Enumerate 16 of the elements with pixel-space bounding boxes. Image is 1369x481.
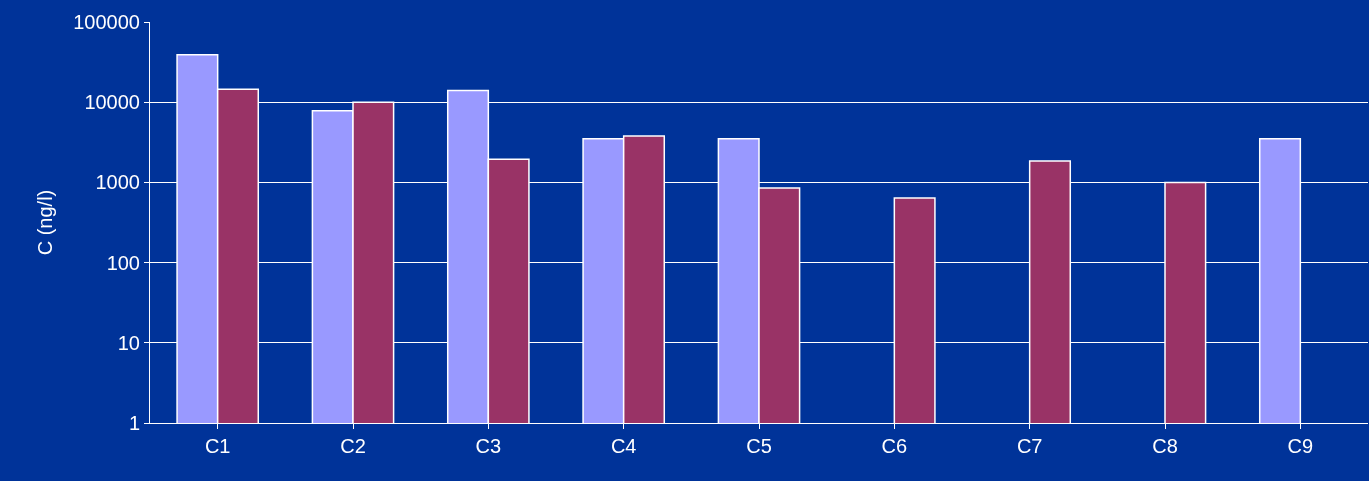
y-tick-label: 1000 (95, 171, 140, 194)
x-tick-label: C6 (881, 435, 908, 457)
x-tick-label: C5 (746, 435, 772, 457)
x-tick-label: C8 (1152, 435, 1178, 457)
y-tick-label: 1 (128, 412, 140, 434)
y-tick-label: 10 (117, 331, 140, 354)
x-tick-label: C1 (204, 435, 231, 457)
y-tick-label: 100 (106, 251, 140, 274)
x-tick-label: C7 (1016, 435, 1043, 457)
y-tick-label: 10000 (84, 91, 140, 114)
x-tick-label: C4 (610, 435, 637, 457)
y-tick-label: 100000 (73, 11, 140, 33)
x-tick-label: C3 (475, 435, 502, 457)
x-tick-label: C2 (340, 435, 366, 457)
y-axis-title: C (ng/l) (33, 189, 56, 256)
x-tick-label: C9 (1287, 435, 1314, 457)
